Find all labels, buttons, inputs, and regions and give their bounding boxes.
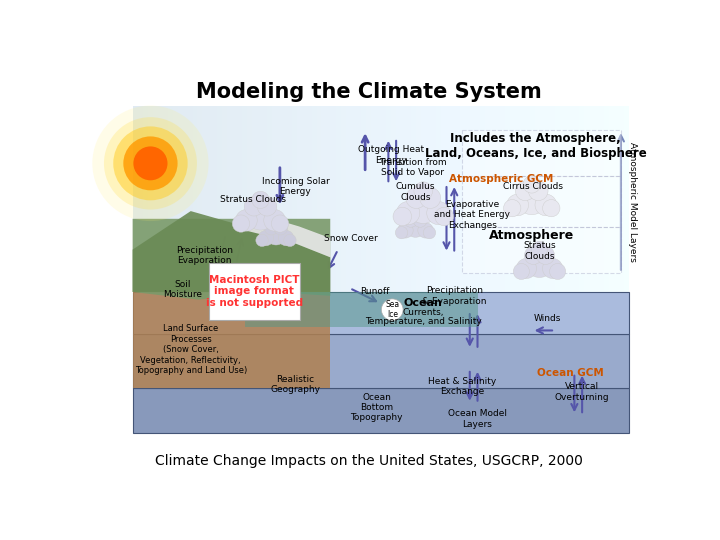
Polygon shape xyxy=(245,215,330,257)
Circle shape xyxy=(536,246,554,265)
Circle shape xyxy=(279,231,294,246)
Polygon shape xyxy=(462,130,621,177)
Circle shape xyxy=(406,187,427,208)
Text: Transition from
Solid to Vapor: Transition from Solid to Vapor xyxy=(379,158,446,177)
Circle shape xyxy=(397,201,420,225)
Circle shape xyxy=(274,221,287,235)
Polygon shape xyxy=(462,177,621,226)
Text: Precipitation
& Evaporation: Precipitation & Evaporation xyxy=(422,286,487,306)
Circle shape xyxy=(543,259,562,279)
Circle shape xyxy=(284,234,296,247)
Circle shape xyxy=(407,191,439,224)
Circle shape xyxy=(543,200,560,217)
Circle shape xyxy=(113,126,188,200)
Text: Climate Change Impacts on the United States, USGCRP, 2000: Climate Change Impacts on the United Sta… xyxy=(155,454,583,468)
Text: Runoff: Runoff xyxy=(361,287,390,296)
Polygon shape xyxy=(132,334,629,388)
Circle shape xyxy=(257,197,276,216)
Text: Winds: Winds xyxy=(534,314,561,323)
Circle shape xyxy=(258,231,274,246)
Circle shape xyxy=(420,187,441,208)
Circle shape xyxy=(271,215,289,232)
Circle shape xyxy=(244,197,264,216)
Text: Cirrus Clouds: Cirrus Clouds xyxy=(503,182,563,191)
Text: Macintosh PICT
image format
is not supported: Macintosh PICT image format is not suppo… xyxy=(206,274,303,308)
Circle shape xyxy=(404,213,418,227)
Circle shape xyxy=(516,185,547,214)
Circle shape xyxy=(523,176,541,193)
Circle shape xyxy=(418,222,433,238)
Circle shape xyxy=(235,210,257,231)
Circle shape xyxy=(516,259,536,279)
Polygon shape xyxy=(245,292,477,327)
Text: Temperature, and Salinity: Temperature, and Salinity xyxy=(365,316,482,326)
Circle shape xyxy=(528,181,548,201)
Circle shape xyxy=(409,210,422,222)
Circle shape xyxy=(526,249,554,278)
Circle shape xyxy=(524,246,543,265)
Circle shape xyxy=(233,215,250,232)
Circle shape xyxy=(270,217,282,230)
Circle shape xyxy=(382,299,403,320)
Circle shape xyxy=(405,215,426,237)
Circle shape xyxy=(507,194,528,215)
Text: Atmospheric Model Layers: Atmospheric Model Layers xyxy=(628,142,637,262)
Polygon shape xyxy=(132,280,330,388)
Circle shape xyxy=(516,181,535,201)
Text: Sea
Ice: Sea Ice xyxy=(385,300,400,319)
Text: Cumulus
Clouds: Cumulus Clouds xyxy=(396,182,436,201)
Circle shape xyxy=(395,226,408,239)
Text: Vertical
Overturning: Vertical Overturning xyxy=(555,382,609,402)
Text: Outgoing Heat
Energy: Outgoing Heat Energy xyxy=(358,145,424,165)
Circle shape xyxy=(265,224,287,245)
Circle shape xyxy=(104,117,197,210)
Circle shape xyxy=(264,221,279,235)
Circle shape xyxy=(414,182,433,200)
Circle shape xyxy=(264,210,285,231)
FancyBboxPatch shape xyxy=(210,262,300,320)
Text: Soil
Moisture: Soil Moisture xyxy=(163,280,202,299)
Circle shape xyxy=(513,264,529,280)
Text: Incoming Solar
Energy: Incoming Solar Energy xyxy=(261,177,329,196)
Circle shape xyxy=(413,213,427,227)
Polygon shape xyxy=(132,292,629,334)
Text: Stratus Clouds: Stratus Clouds xyxy=(220,195,286,204)
Text: Ocean Model
Layers: Ocean Model Layers xyxy=(448,409,507,429)
Text: Atmospheric GCM: Atmospheric GCM xyxy=(449,174,553,184)
Circle shape xyxy=(123,137,178,190)
Circle shape xyxy=(535,194,557,215)
Circle shape xyxy=(252,191,269,208)
Text: Currents,: Currents, xyxy=(402,308,444,317)
Text: Heat & Salinity
Exchange: Heat & Salinity Exchange xyxy=(428,377,496,396)
Text: Realistic
Geography: Realistic Geography xyxy=(271,375,320,394)
Circle shape xyxy=(531,241,547,258)
Text: Stratus
Clouds: Stratus Clouds xyxy=(523,241,556,261)
Text: Snow Cover: Snow Cover xyxy=(323,233,377,242)
Text: Evaporative
and Heat Energy
Exchanges: Evaporative and Heat Energy Exchanges xyxy=(434,200,510,230)
Circle shape xyxy=(246,200,276,230)
Circle shape xyxy=(503,200,521,217)
Polygon shape xyxy=(132,211,330,292)
Circle shape xyxy=(427,201,450,225)
Polygon shape xyxy=(462,226,621,273)
Text: Precipitation
Evaporation: Precipitation Evaporation xyxy=(176,246,233,266)
Text: Ocean
Bottom
Topography: Ocean Bottom Topography xyxy=(351,393,403,422)
Circle shape xyxy=(423,226,436,239)
Text: Ocean GCM: Ocean GCM xyxy=(537,368,604,378)
Text: Modeling the Climate System: Modeling the Climate System xyxy=(196,82,542,102)
Circle shape xyxy=(397,222,413,238)
Circle shape xyxy=(393,207,412,226)
Circle shape xyxy=(256,234,269,247)
Circle shape xyxy=(92,106,209,221)
Polygon shape xyxy=(132,219,330,300)
Text: Includes the Atmosphere,
Land, Oceans, Ice, and Biosphere: Includes the Atmosphere, Land, Oceans, I… xyxy=(425,132,647,160)
Text: Ocean: Ocean xyxy=(404,299,443,308)
Text: Land Surface
Processes
(Snow Cover,
Vegetation, Reflectivity,
Topography and Lan: Land Surface Processes (Snow Cover, Vege… xyxy=(135,325,247,375)
Circle shape xyxy=(133,146,168,180)
Text: Atmosphere: Atmosphere xyxy=(489,230,575,242)
Polygon shape xyxy=(132,388,629,433)
Circle shape xyxy=(435,207,454,226)
Circle shape xyxy=(549,264,566,280)
